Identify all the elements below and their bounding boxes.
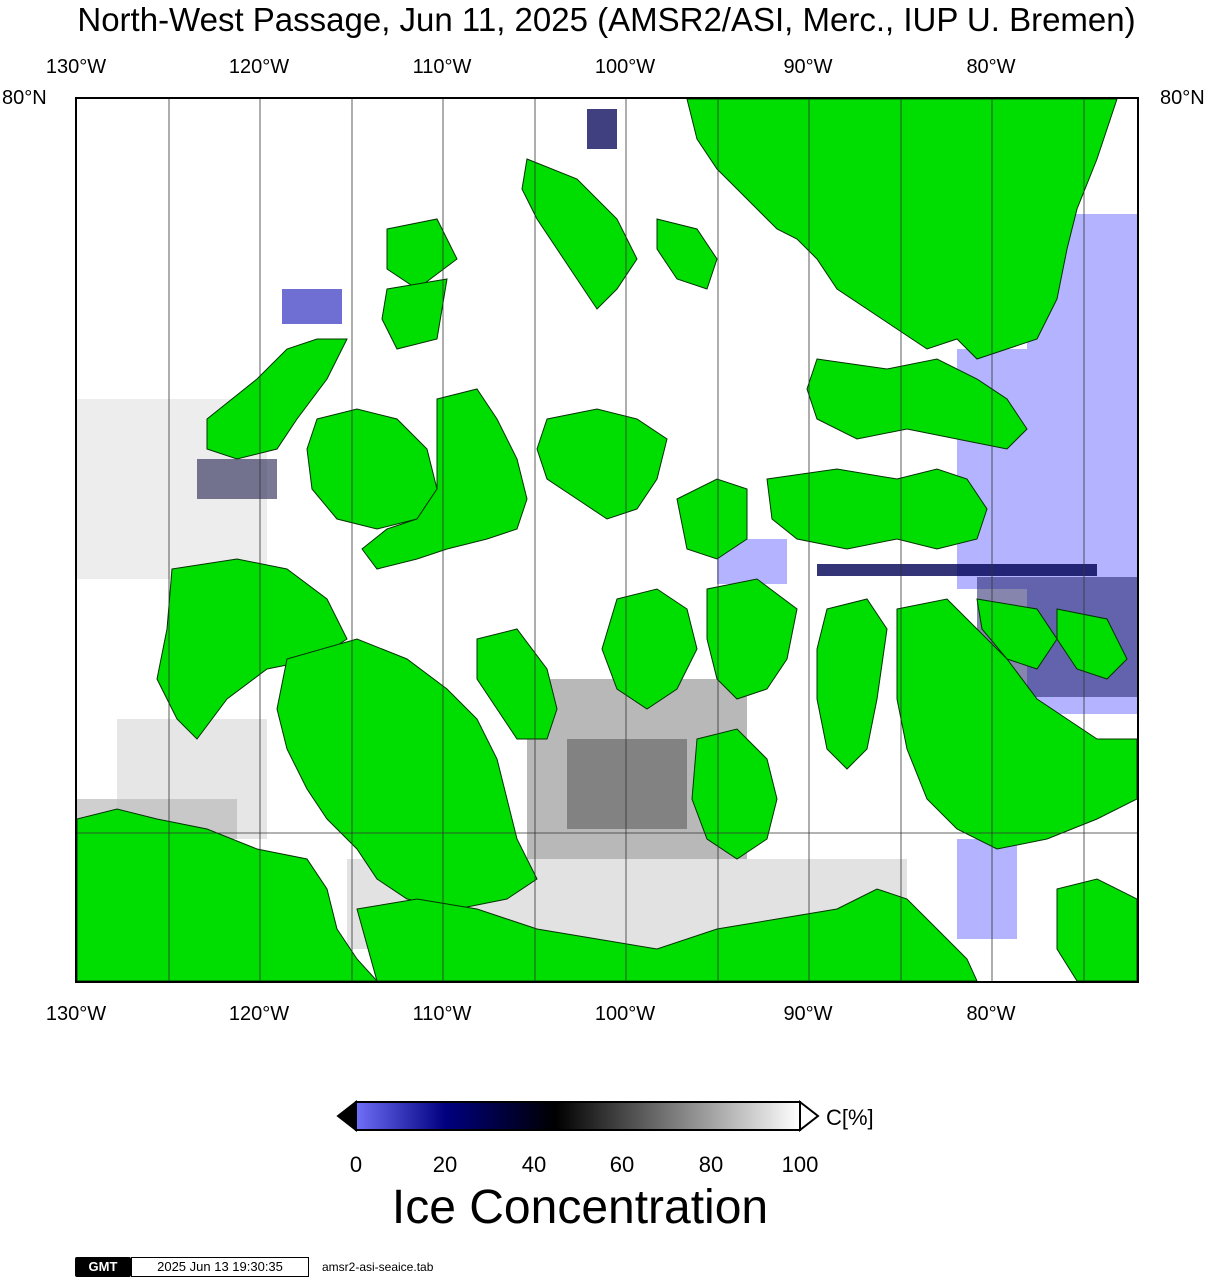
bottom-lon-label-130w: 130°W — [45, 1003, 107, 1025]
timestamp: 2025 Jun 13 19:30:35 — [131, 1257, 309, 1277]
left-lat-label: 80°N — [2, 87, 47, 109]
gmt-logo: GMT — [75, 1257, 131, 1277]
colorbar — [336, 1099, 822, 1133]
colorbar-title: Ice Concentration — [391, 1181, 769, 1234]
map-panel — [75, 97, 1139, 983]
colorbar-gradient — [355, 1101, 801, 1131]
bottom-lon-label-80w: 80°W — [966, 1003, 1016, 1025]
colorbar-high-arrow — [799, 1099, 820, 1133]
graticule — [77, 99, 1137, 981]
colorbar-tick-0: 0 — [349, 1152, 363, 1177]
bottom-lon-label-90w: 90°W — [783, 1003, 833, 1025]
colorbar-tick-20: 20 — [432, 1152, 458, 1177]
colorbar-low-arrow — [336, 1099, 357, 1133]
colorbar-tick-60: 60 — [609, 1152, 635, 1177]
page-title: North-West Passage, Jun 11, 2025 (AMSR2/… — [77, 1, 1136, 38]
bottom-lon-label-110w: 110°W — [412, 1003, 472, 1025]
right-lat-label: 80°N — [1160, 87, 1205, 109]
top-lon-label-130w: 130°W — [45, 56, 107, 78]
top-lon-label-90w: 90°W — [783, 56, 833, 78]
colorbar-svg — [336, 1099, 820, 1133]
colorbar-tick-80: 80 — [698, 1152, 724, 1177]
bottom-lon-label-100w: 100°W — [594, 1003, 656, 1025]
bottom-lon-label-120w: 120°W — [228, 1003, 290, 1025]
colorbar-tick-100: 100 — [781, 1152, 819, 1177]
top-lon-label-110w: 110°W — [412, 56, 472, 78]
top-lon-label-100w: 100°W — [594, 56, 656, 78]
colorbar-unit: C[%] — [826, 1105, 874, 1130]
map-svg — [77, 99, 1137, 981]
source-filename: amsr2-asi-seaice.tab — [322, 1260, 434, 1274]
top-lon-label-120w: 120°W — [228, 56, 290, 78]
top-lon-label-80w: 80°W — [966, 56, 1016, 78]
colorbar-tick-40: 40 — [521, 1152, 547, 1177]
land-layer — [77, 99, 1137, 981]
